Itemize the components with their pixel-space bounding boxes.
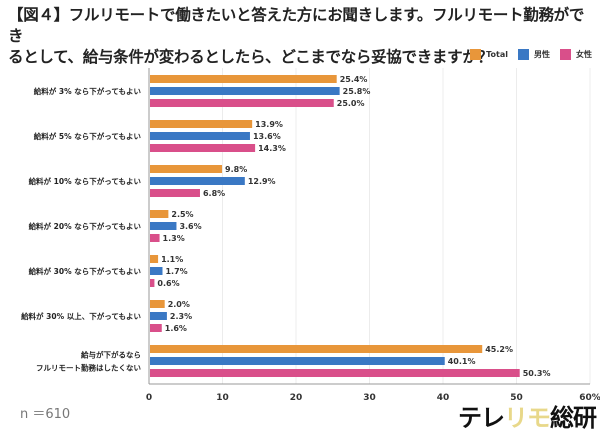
bar xyxy=(150,369,520,377)
legend-swatch-total xyxy=(470,49,482,60)
sample-size: n ＝610 xyxy=(20,407,71,422)
category-label: 給料が 5% なら下がってもよい xyxy=(34,131,142,141)
bar xyxy=(150,120,253,128)
bar xyxy=(150,357,445,365)
bar xyxy=(150,222,177,230)
data-label: 50.3% xyxy=(523,369,551,378)
data-label: 0.6% xyxy=(157,279,179,288)
bar xyxy=(150,177,245,185)
bar xyxy=(150,165,223,173)
legend-swatch-male xyxy=(518,49,529,60)
title-line-1: 【図４】フルリモートで働きたいと答えた方にお聞きします。フルリモート勤務ができ xyxy=(8,6,585,45)
bar xyxy=(150,210,169,218)
data-label: 25.0% xyxy=(337,99,365,108)
bar xyxy=(150,324,162,332)
bar xyxy=(150,132,250,140)
logo-part-1: テレ xyxy=(458,404,505,432)
bar xyxy=(150,144,256,152)
category-label: 給料が 20% なら下がってもよい xyxy=(29,221,142,231)
logo-part-3: 総研 xyxy=(550,404,597,432)
x-tick-label: 10 xyxy=(216,393,229,403)
bar xyxy=(150,234,160,242)
category-label: フルリモート勤務はしたくない xyxy=(36,363,141,373)
x-tick-label: 40 xyxy=(437,393,450,403)
logo-part-2: リモ xyxy=(504,404,551,432)
bar xyxy=(150,312,167,320)
category-label: 給料が 30% 以上、下がってもよい xyxy=(21,311,141,321)
x-tick-label: 0 xyxy=(146,393,152,403)
bar xyxy=(150,75,337,83)
data-label: 1.7% xyxy=(165,267,187,276)
category-label: 給料が 30% なら下がってもよい xyxy=(29,266,142,276)
legend-label-female: 女性 xyxy=(576,50,592,59)
data-label: 14.3% xyxy=(258,144,286,153)
category-label: 給与が下がるなら xyxy=(81,350,141,360)
data-label: 13.9% xyxy=(255,120,283,129)
chart-title: 【図４】フルリモートで働きたいと答えた方にお聞きします。フルリモート勤務ができ … xyxy=(8,5,598,68)
bar xyxy=(150,255,159,263)
bar xyxy=(150,345,483,353)
data-label: 2.5% xyxy=(171,210,193,219)
x-tick-label: 50 xyxy=(510,393,523,403)
data-label: 2.0% xyxy=(168,300,190,309)
legend-label-total: Total xyxy=(486,50,508,59)
title-line-2: るとして、給与条件が変わるとしたら、どこまでなら妥協できますか？ xyxy=(8,48,493,66)
bar xyxy=(150,279,155,287)
category-label: 給料が 3% なら下がってもよい xyxy=(34,86,142,96)
bar xyxy=(150,87,340,95)
data-label: 40.1% xyxy=(448,357,476,366)
x-tick-label: 30 xyxy=(363,393,376,403)
legend-label-male: 男性 xyxy=(534,50,550,59)
data-label: 3.6% xyxy=(179,222,201,231)
legend-item-male: 男性 xyxy=(518,49,550,60)
legend-swatch-female xyxy=(560,49,571,60)
data-label: 2.3% xyxy=(170,312,192,321)
data-label: 12.9% xyxy=(248,177,276,186)
data-label: 1.6% xyxy=(165,324,187,333)
data-label: 6.8% xyxy=(203,189,225,198)
x-tick-label: 20 xyxy=(290,393,303,403)
bar xyxy=(150,267,163,275)
data-label: 25.8% xyxy=(343,87,371,96)
data-label: 1.1% xyxy=(161,255,183,264)
data-label: 13.6% xyxy=(253,132,281,141)
category-label: 給料が 10% なら下がってもよい xyxy=(29,176,142,186)
data-label: 45.2% xyxy=(485,345,513,354)
bar xyxy=(150,189,200,197)
data-label: 25.4% xyxy=(340,75,368,84)
data-label: 1.3% xyxy=(163,234,185,243)
x-tick-label: 60% xyxy=(579,393,600,403)
legend: Total 男性 女性 xyxy=(460,49,592,60)
logo: テレリモ総研 xyxy=(458,398,597,433)
data-label: 9.8% xyxy=(225,165,247,174)
legend-item-female: 女性 xyxy=(560,49,592,60)
bar xyxy=(150,99,334,107)
bar xyxy=(150,300,165,308)
legend-item-total: Total xyxy=(470,49,508,60)
